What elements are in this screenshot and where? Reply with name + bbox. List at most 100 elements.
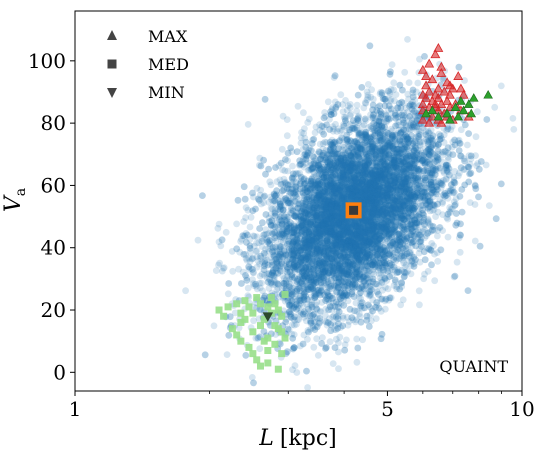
cloud-point [386,216,393,224]
cloud-point [342,245,349,253]
cloud-point [346,271,354,278]
cloud-point [362,192,370,200]
cloud-point [324,231,331,239]
cloud-point [393,149,400,157]
cloud-point [340,216,348,223]
cloud-point [312,250,320,258]
cloud-point [308,276,315,284]
cloud-point [403,199,411,207]
cloud-point [318,234,326,242]
cloud-point [338,194,346,202]
cloud-point [269,198,277,205]
cloud-point [400,223,408,230]
cloud-point [346,235,354,243]
cloud-point [334,300,342,308]
cloud-point [471,237,479,245]
cloud-point [415,211,423,219]
cloud-point [474,160,481,167]
cloud-point [304,384,311,391]
cloud-point [322,113,329,120]
cloud-point [362,217,370,225]
cloud-point [394,221,402,229]
cloud-point [331,157,339,165]
cloud-point [342,175,350,183]
cloud-point [306,189,313,197]
cloud-point [299,199,307,207]
cloud-point [314,352,322,359]
cloud-point [333,241,340,249]
cloud-point [322,229,329,237]
cloud-point [304,206,311,214]
cloud-point [371,199,378,207]
cloud-point [302,198,309,206]
cloud-point [337,91,345,99]
cloud-point [375,117,383,125]
cloud-point [351,248,358,256]
cloud-point [311,271,318,279]
cloud-point [309,233,316,240]
cloud-point [386,250,394,258]
cloud-point [349,190,357,197]
cloud-point [365,213,373,221]
cloud-point [390,168,398,176]
cloud-point [320,193,327,201]
cloud-point [383,241,391,249]
cloud-point [346,137,354,145]
cloud-point [355,183,363,191]
cloud-point [328,206,335,214]
cloud-point [272,192,279,200]
cloud-point [329,263,337,271]
cloud-point [361,195,368,203]
cloud-point [387,109,395,117]
cloud-point [330,270,338,277]
cloud-point [346,249,353,256]
cloud-point [323,192,330,199]
cloud-point [342,219,350,227]
cloud-point [402,269,410,276]
cloud-point [333,128,341,135]
cloud-point [409,121,417,129]
cloud-point [362,192,369,199]
cloud-point [428,201,436,209]
cloud-point [336,172,344,180]
cloud-point [377,158,385,166]
cloud-point [324,215,331,223]
cloud-point [369,141,376,149]
cloud-point [302,273,309,281]
cloud-point [354,217,362,224]
cloud-point [318,218,326,226]
cloud-point [320,198,328,206]
cloud-point [297,139,305,147]
cloud-point [323,275,331,283]
cloud-point [368,177,376,185]
cloud-point [328,213,335,221]
cloud-point [443,126,451,134]
cloud-point [372,258,380,266]
cloud-point [334,212,342,219]
cloud-point [329,185,337,192]
cloud-point [367,251,374,259]
cloud-point [390,189,398,197]
cloud-point [364,229,371,237]
cloud-point [352,192,360,200]
cloud-point [310,168,317,176]
cloud-point [288,321,296,329]
cloud-point [373,231,381,239]
cloud-point [332,216,339,224]
cloud-point [410,169,418,177]
cloud-point [312,291,320,298]
cloud-point [388,221,396,229]
cloud-point [370,200,378,208]
cloud-point [332,154,340,161]
cloud-point [356,196,364,204]
cloud-point [323,222,331,230]
cloud-point [348,184,355,192]
cloud-point [363,222,371,230]
cloud-point [388,147,396,155]
cloud-point [392,199,400,207]
cloud-point [339,193,347,200]
cloud-point [356,236,364,243]
cloud-point [272,232,280,240]
cloud-point [416,258,424,266]
cloud-point [403,180,411,188]
